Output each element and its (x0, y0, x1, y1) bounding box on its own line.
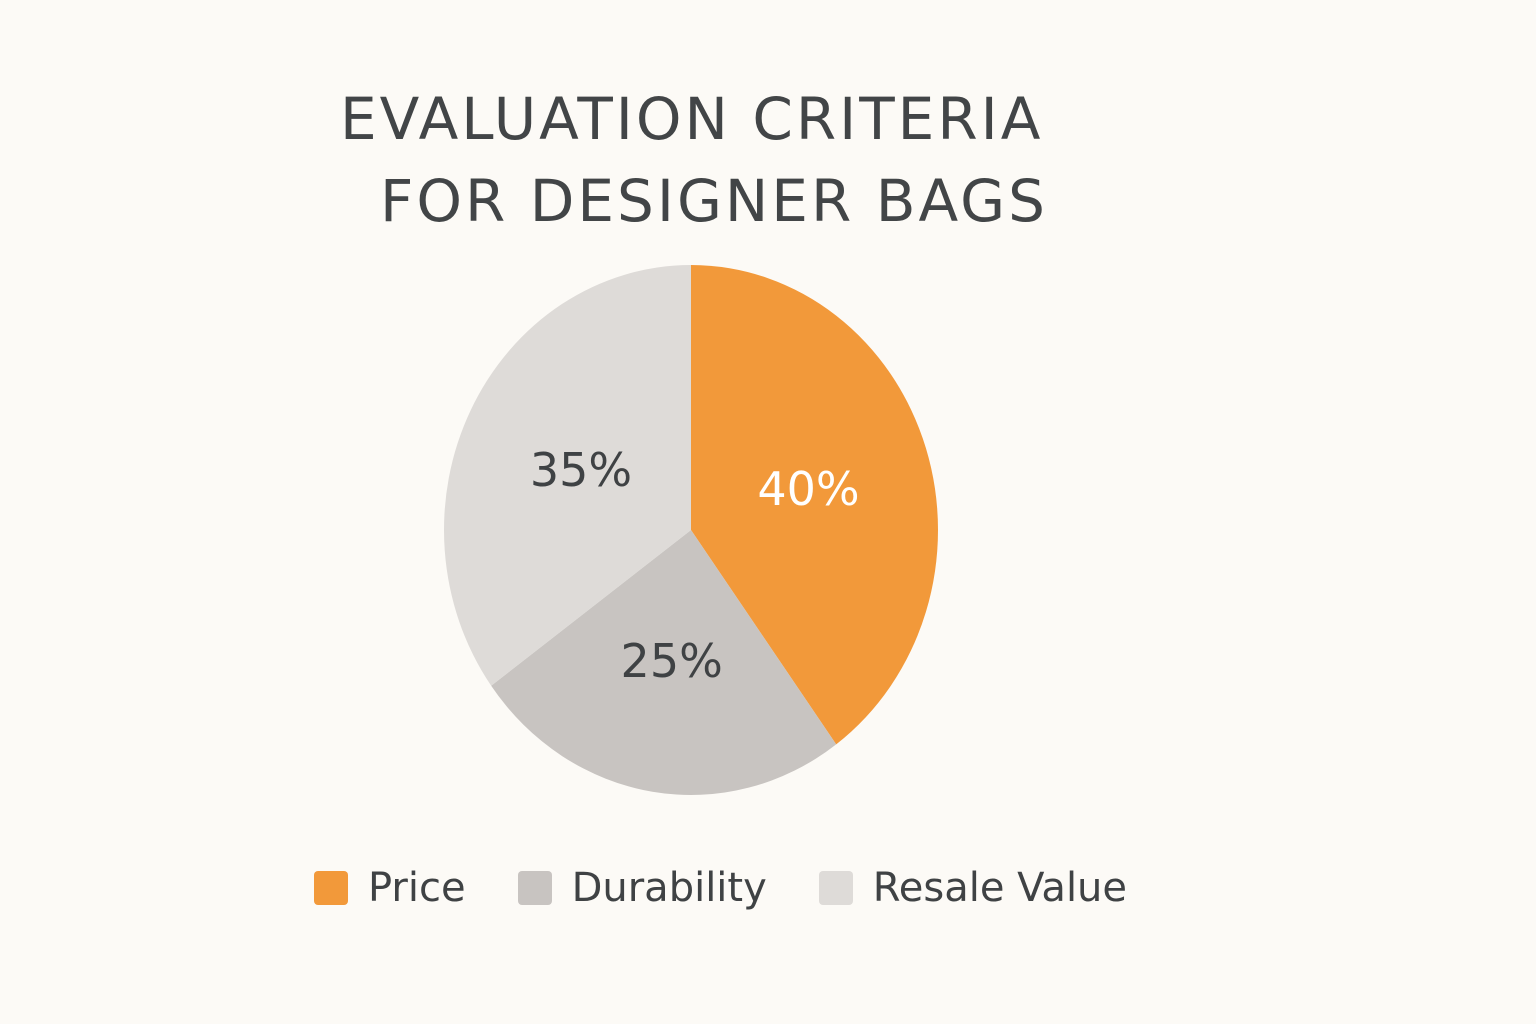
legend-label-resale-value: Resale Value (872, 865, 1128, 911)
pie-slice-labels: 40% 25% 35% (530, 443, 860, 688)
chart-title-line-1: EVALUATION CRITERIA (340, 85, 1044, 153)
legend-swatch-resale-value (818, 871, 853, 905)
pie-slice-label-price: 40% (757, 462, 859, 516)
pie-slice-price (691, 265, 938, 745)
pie-slice-resale-value (443, 265, 691, 686)
legend-swatch-durability (517, 871, 552, 905)
pie-slice-durability (491, 530, 837, 795)
legend-item-durability: Durability (517, 865, 767, 911)
legend-label-durability: Durability (571, 865, 767, 911)
legend-label-price: Price (368, 865, 466, 911)
legend-item-price: Price (314, 865, 466, 911)
legend-item-resale-value: Resale Value (818, 865, 1128, 911)
chart-title: EVALUATION CRITERIA FOR DESIGNER BAGS (340, 78, 1060, 242)
pie-slice-label-resale-value: 35% (530, 443, 632, 497)
legend: Price Durability Resale Value (314, 858, 1127, 918)
legend-swatch-price (314, 871, 348, 905)
pie-slices (443, 265, 938, 795)
chart-title-line-2: FOR DESIGNER BAGS (380, 167, 1048, 235)
pie-slice-label-durability: 25% (621, 634, 723, 688)
